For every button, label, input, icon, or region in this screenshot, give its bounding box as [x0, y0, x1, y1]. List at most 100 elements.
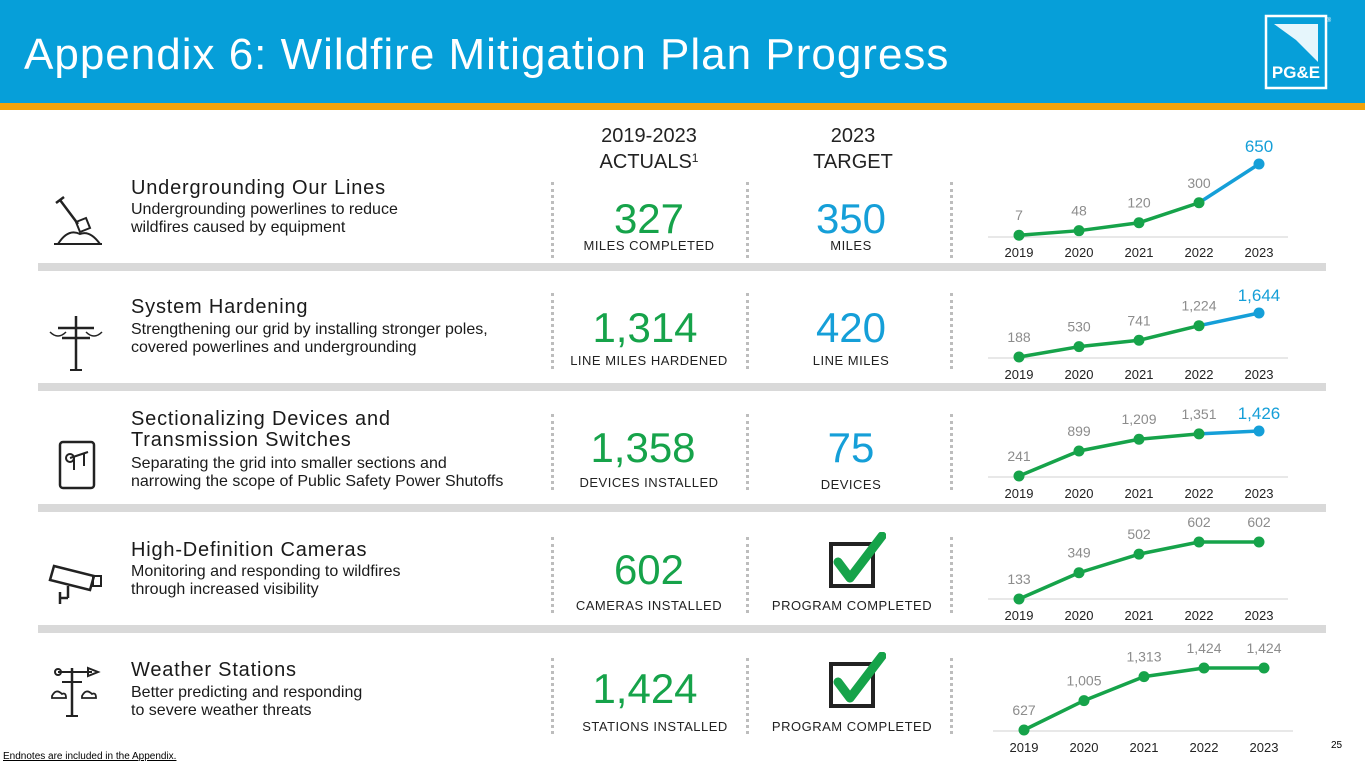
chart-data-label: 48	[1071, 203, 1087, 219]
chart-point	[1193, 536, 1205, 548]
actual-value: 1,314	[592, 304, 698, 351]
chart-x-tick-label: 2021	[1125, 486, 1154, 501]
chart-line-segment	[1023, 699, 1085, 732]
row-separator	[38, 263, 1326, 271]
chart-x-tick-label: 2019	[1005, 367, 1034, 382]
chart-data-label: 1,224	[1181, 298, 1216, 314]
chart-data-label: 602	[1247, 514, 1271, 530]
chart-point	[1253, 536, 1265, 548]
chart-point	[1198, 662, 1210, 674]
chart-point	[1013, 351, 1025, 363]
chart-line-segment	[1018, 449, 1080, 478]
chart-data-label: 899	[1067, 423, 1091, 439]
chart-point	[1013, 593, 1025, 605]
chart-point	[1073, 341, 1085, 353]
actual-value: 1,424	[592, 665, 698, 712]
chart-x-tick-label: 2020	[1065, 486, 1094, 501]
chart-point	[1073, 445, 1085, 457]
chart-data-label: 241	[1007, 448, 1031, 464]
chart-line-segment	[1018, 344, 1080, 359]
chart-x-tick-label: 2022	[1185, 245, 1214, 260]
divider	[551, 537, 554, 613]
chart-line-segment	[1078, 338, 1140, 349]
chart-point	[1193, 320, 1205, 332]
row-description: Better predicting and responding to sever…	[131, 684, 363, 719]
chart-x-tick-label: 2021	[1130, 740, 1159, 755]
target-header-line1: 2023	[830, 125, 876, 147]
divider	[950, 537, 953, 613]
chart-data-label: 530	[1067, 319, 1091, 335]
row-title: Weather Stations	[131, 659, 297, 681]
chart-x-tick-label: 2023	[1245, 245, 1274, 260]
chart-x-tick-label: 2023	[1250, 740, 1279, 755]
row-title: Undergrounding Our Lines	[131, 177, 386, 199]
chart-x-tick-label: 2023	[1245, 367, 1274, 382]
page-number: 25	[1331, 740, 1343, 751]
chart-data-label: 650	[1245, 137, 1273, 156]
divider	[950, 293, 953, 369]
chart-point	[1133, 334, 1145, 346]
chart-x-tick-label: 2020	[1065, 367, 1094, 382]
chart-x-tick-label: 2023	[1245, 486, 1274, 501]
row-description: Monitoring and responding to wildfires th…	[131, 563, 401, 598]
chart-data-label: 602	[1187, 514, 1211, 530]
row-description: Strengthening our grid by installing str…	[131, 321, 488, 356]
chart-x-tick-label: 2020	[1065, 245, 1094, 260]
chart-point	[1078, 695, 1090, 707]
chart-x-tick-label: 2020	[1070, 740, 1099, 755]
chart-x-tick-label: 2022	[1185, 608, 1214, 623]
target-unit: LINE MILES	[812, 353, 890, 368]
chart-x-tick-label: 2019	[1010, 740, 1039, 755]
chart-line-segment	[1018, 571, 1080, 601]
row-separator	[38, 625, 1326, 633]
row-title: Sectionalizing Devices and Transmission S…	[131, 408, 391, 451]
chart-data-label: 300	[1187, 175, 1211, 191]
divider	[551, 658, 554, 734]
target-unit: PROGRAM COMPLETED	[771, 719, 933, 734]
target-unit: PROGRAM COMPLETED	[771, 598, 933, 613]
target-value: 420	[815, 304, 887, 351]
chart-line-segment	[1138, 432, 1200, 441]
chart-point	[1018, 724, 1030, 736]
chart-data-label: 502	[1127, 526, 1151, 542]
chart-point	[1253, 307, 1265, 319]
chart-point	[1253, 425, 1265, 437]
divider	[746, 182, 749, 258]
chart-line-segment	[1078, 220, 1140, 233]
chart-x-tick-label: 2021	[1125, 245, 1154, 260]
chart-line-segment	[1138, 201, 1200, 225]
chart-data-label: 1,424	[1246, 640, 1281, 656]
row-title: System Hardening	[131, 296, 309, 318]
chart-point	[1258, 662, 1270, 674]
utility-pole-icon	[49, 316, 103, 371]
chart-x-tick-label: 2019	[1005, 486, 1034, 501]
chart-point	[1013, 229, 1025, 241]
chart-data-label: 1,005	[1066, 673, 1101, 689]
chart-point	[1193, 428, 1205, 440]
chart-line-segment	[1078, 437, 1140, 453]
actual-unit: LINE MILES HARDENED	[570, 353, 728, 368]
weather-station-icon	[51, 666, 101, 717]
row-separator	[38, 383, 1326, 391]
chart-data-label: 120	[1127, 195, 1151, 211]
divider	[551, 293, 554, 369]
actual-value: 1,358	[590, 424, 696, 471]
chart-line-segment	[1018, 228, 1080, 237]
actual-unit: CAMERAS INSTALLED	[575, 598, 723, 613]
chart-x-tick-label: 2022	[1185, 486, 1214, 501]
footnote: Endnotes are included in the Appendix.	[3, 751, 177, 762]
chart-point	[1253, 158, 1265, 170]
chart-line-segment	[1138, 540, 1200, 556]
actual-value: 327	[613, 195, 685, 242]
divider	[746, 414, 749, 490]
chart-line-segment	[1198, 311, 1260, 328]
divider	[746, 537, 749, 613]
chart-x-tick-label: 2022	[1190, 740, 1219, 755]
actual-value: 602	[613, 546, 685, 593]
divider	[950, 658, 953, 734]
actual-unit: STATIONS INSTALLED	[582, 719, 728, 734]
chart-data-label: 1,313	[1126, 649, 1161, 665]
divider	[950, 414, 953, 490]
chart-line-segment	[1198, 429, 1260, 436]
divider	[746, 658, 749, 734]
